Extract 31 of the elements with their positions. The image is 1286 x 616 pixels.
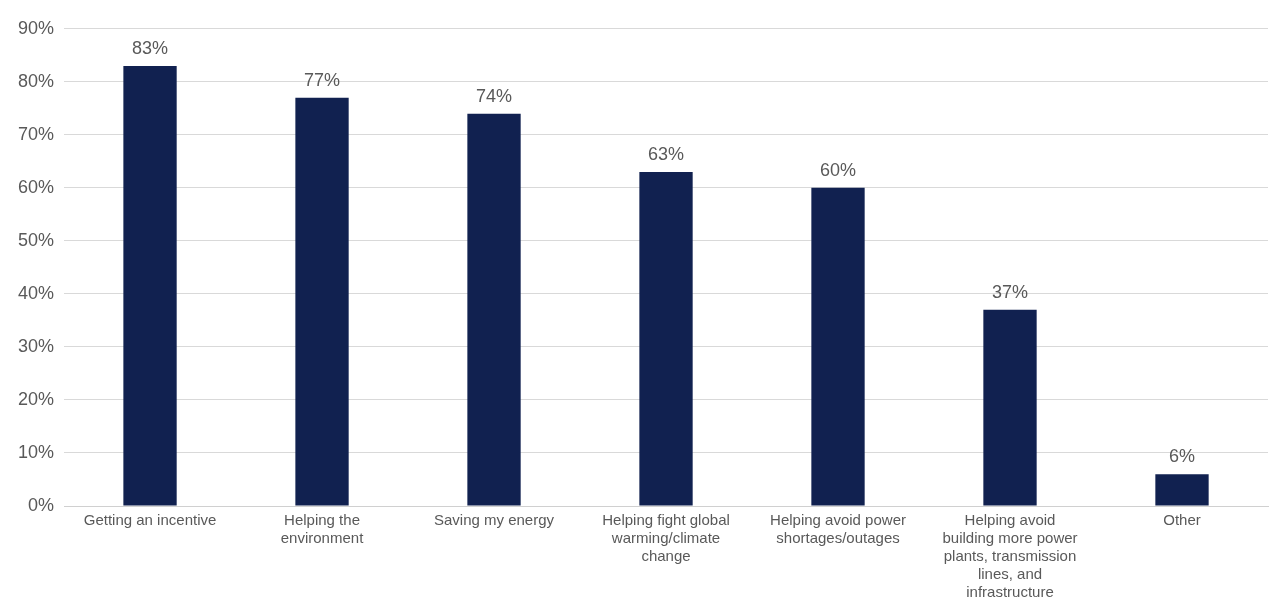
data-label: 63% [648,143,685,164]
x-tick-label: Helping avoid building more power plants, transmission lines, and infrastructure [942,511,1078,601]
y-tick-label: 60% [18,176,55,197]
data-label: 74% [476,85,513,106]
y-tick-label: 10% [18,441,55,462]
bar [983,309,1037,506]
y-tick-label: 50% [18,229,55,250]
x-tick-label: Getting an incentive [83,511,217,529]
x-tick-label: Helping avoid power shortages/outages [770,511,906,547]
data-label: 77% [304,69,341,90]
bar [123,65,177,506]
data-label: 60% [819,159,857,180]
x-tick-label: Other [1163,511,1201,529]
bar [295,97,349,506]
y-tick-label: 30% [18,335,55,356]
y-tick-label: 40% [18,282,55,303]
data-label: 6% [1168,446,1196,467]
y-tick-label: 90% [18,17,55,38]
bar [467,113,521,506]
y-tick-label: 80% [18,70,55,91]
x-tick-label: Helping the environment [280,511,365,547]
y-tick-label: 0% [28,494,55,515]
x-tick-label: Saving my energy [433,511,555,529]
y-tick-label: 70% [18,123,55,144]
data-label: 37% [991,281,1029,302]
x-tick-label: Helping fight global warming/climate change [602,511,730,565]
bar [811,187,865,506]
bar [1155,474,1209,506]
y-tick-label: 20% [18,388,55,409]
data-label: 83% [132,37,169,58]
bar [639,171,693,506]
